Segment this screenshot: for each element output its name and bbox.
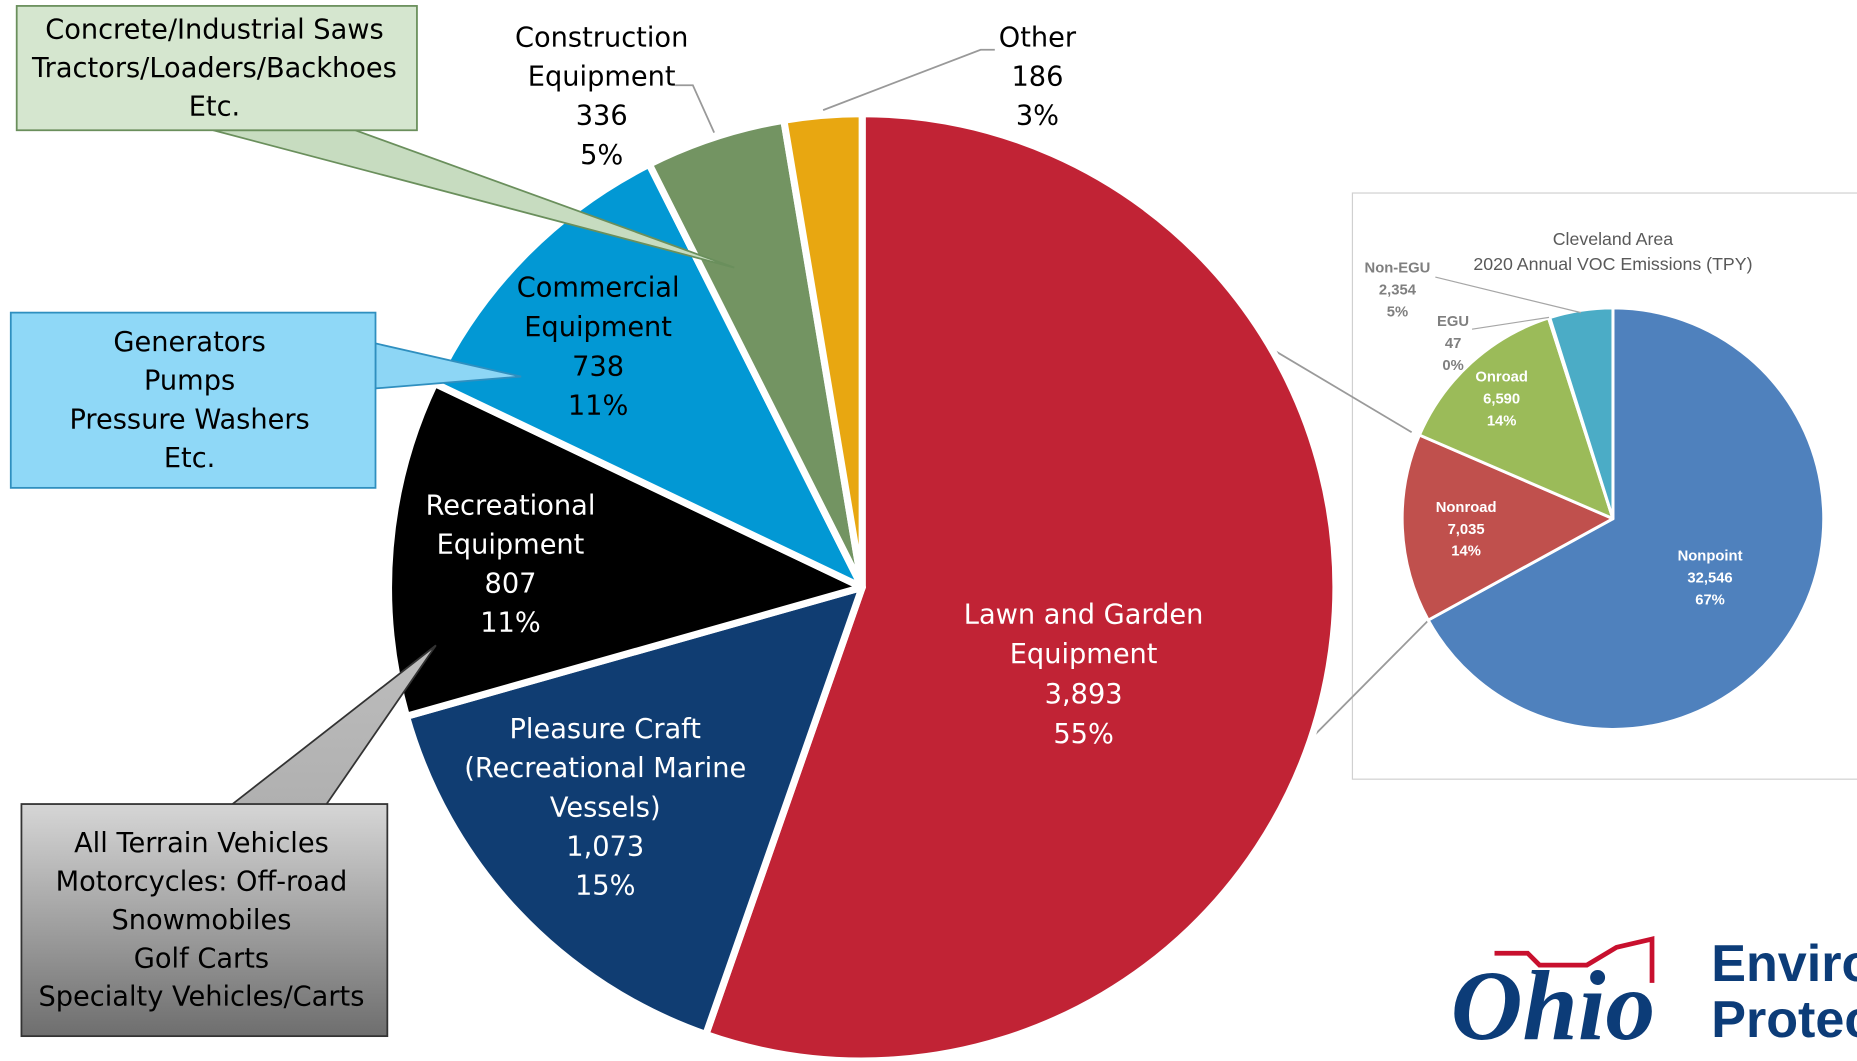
callout-text: All Terrain Vehicles — [74, 828, 329, 859]
slice-label: (Recreational Marine — [464, 753, 746, 784]
main-pie: Lawn and Garden Equipment 3,893 55% Pleasure… — [384, 23, 1340, 1061]
slice-label: Equipment — [437, 529, 585, 560]
slice-label: Lawn and Garden — [964, 599, 1204, 630]
slice-label: 11% — [568, 391, 629, 422]
callouts: Concrete/Industrial Saws Tractors/Loaders… — [31, 14, 397, 1012]
slice-label: Construction — [515, 23, 688, 54]
callout-text: Snowmobiles — [111, 905, 291, 936]
slice-label: 67% — [1695, 592, 1725, 608]
slice-label: 1,073 — [566, 831, 644, 862]
slice-label: 3% — [1016, 101, 1059, 132]
slice-label: 55% — [1053, 719, 1114, 750]
slice-label: 5% — [580, 140, 623, 171]
slice-label: Equipment — [524, 312, 672, 343]
slice-label: Equipment — [528, 62, 676, 93]
slice-label: 14% — [1451, 544, 1481, 560]
slice-label: 336 — [576, 101, 628, 132]
leader-line — [1435, 276, 1582, 314]
callout-text: Motorcycles: Off-road — [56, 866, 348, 897]
slice-label: 0% — [1442, 358, 1463, 374]
callout-box — [20, 803, 389, 1038]
leader-line — [1471, 316, 1550, 330]
slice-label: Pleasure Craft — [509, 714, 701, 745]
slice-label: 14% — [1487, 413, 1517, 429]
slice-label: Nonpoint — [1678, 548, 1743, 564]
callout-text: Pumps — [144, 366, 235, 397]
slice-label: 807 — [485, 568, 537, 599]
logo-mark: Ohio — [1451, 950, 1656, 1061]
slice-label: Equipment — [1010, 639, 1158, 670]
slice-label: 11% — [480, 608, 541, 639]
slice-label: Commercial — [517, 272, 680, 303]
callout-box — [15, 5, 418, 132]
chart-title: 2020 Annual VOC Emissions (TPY) — [1473, 254, 1752, 274]
slice-label: 3,893 — [1045, 679, 1123, 710]
slice-label: 186 — [1011, 62, 1063, 93]
callout-text: Specialty Vehicles/Carts — [38, 982, 364, 1013]
slice-label: 15% — [575, 870, 635, 901]
inset-pie: Cleveland Area 2020 Annual VOC Emissions … — [1365, 229, 1826, 731]
slice-label: 2,354 — [1379, 283, 1417, 299]
callout-text: Pressure Washers — [69, 404, 309, 435]
logo-outline — [1494, 936, 1655, 983]
callout-text: Tractors/Loaders/Backhoes — [31, 53, 397, 84]
logo-text: Environmental — [1711, 935, 1857, 993]
callout-text: Etc. — [164, 443, 216, 474]
pie-slice — [402, 583, 866, 1039]
slice-label: 5% — [1387, 305, 1408, 321]
callout-text: Concrete/Industrial Saws — [45, 14, 384, 45]
leader-line — [822, 48, 995, 111]
callout-box — [9, 311, 377, 489]
slice-label: 7,035 — [1448, 522, 1485, 538]
logo-text: Protection — [1711, 991, 1857, 1049]
callout-text: Generators — [113, 327, 265, 358]
callout-pointer — [228, 644, 437, 807]
pie-slice — [431, 160, 866, 591]
slice-label: Non-EGU — [1365, 261, 1431, 277]
slice-label: 32,546 — [1687, 570, 1732, 586]
slice-label: 6,590 — [1483, 392, 1520, 408]
chart-title: Cleveland Area — [1553, 229, 1674, 249]
leader-line — [675, 84, 715, 133]
slice-label: Onroad — [1475, 370, 1528, 386]
slice-label: EGU — [1437, 314, 1469, 330]
callout-text: Etc. — [189, 91, 241, 122]
slice-label: Vessels) — [550, 792, 661, 823]
pie-slice — [780, 110, 866, 591]
slice-label: Nonroad — [1436, 500, 1497, 516]
slice-label: Recreational — [426, 490, 596, 521]
slice-label: 738 — [572, 351, 624, 382]
pie-slice — [1400, 433, 1615, 622]
slice-label: 47 — [1445, 336, 1461, 352]
pie-slice — [1426, 306, 1826, 731]
callout-text: Golf Carts — [134, 943, 269, 974]
slice-label: Other — [999, 23, 1077, 54]
pie-slice — [1548, 306, 1615, 521]
